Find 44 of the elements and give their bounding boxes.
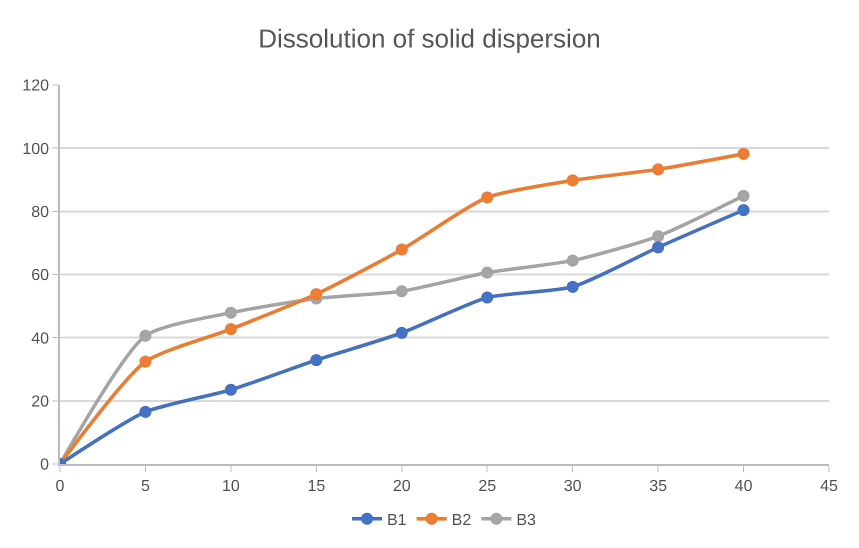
- point: [139, 356, 152, 368]
- point: [566, 254, 579, 267]
- point: [139, 330, 152, 342]
- y-tick-label: 0: [40, 456, 50, 474]
- x-tick-label: 35: [649, 478, 668, 495]
- point: [139, 406, 152, 418]
- point: [652, 163, 664, 176]
- x-tick-label: 40: [734, 478, 753, 495]
- point: [738, 204, 750, 216]
- y-tick-label: 120: [22, 78, 50, 95]
- x-tick-label: 15: [307, 478, 326, 495]
- point: [224, 323, 237, 336]
- x-tick-label: 30: [564, 478, 582, 495]
- point: [396, 244, 408, 256]
- x-tick-label: 10: [222, 478, 240, 495]
- point: [481, 191, 494, 204]
- legend-label: B1: [387, 512, 407, 530]
- x-tick-label: 5: [140, 478, 150, 495]
- legend-label: B2: [452, 512, 472, 530]
- point: [738, 190, 750, 202]
- x-tick-label: 25: [478, 478, 496, 495]
- x-tick-label: 20: [392, 478, 411, 495]
- point: [396, 285, 408, 298]
- point: [310, 354, 322, 366]
- legend-label: B3: [516, 512, 536, 530]
- point: [566, 280, 579, 293]
- point: [652, 230, 664, 242]
- point: [224, 384, 237, 396]
- point: [310, 288, 322, 300]
- point: [396, 326, 408, 339]
- y-tick-label: 100: [22, 140, 50, 158]
- y-tick-label: 20: [31, 393, 50, 410]
- point: [224, 306, 237, 319]
- y-tick-label: 80: [31, 204, 50, 221]
- point: [481, 266, 494, 279]
- y-tick-label: 40: [31, 330, 50, 348]
- point: [481, 292, 494, 304]
- point: [652, 241, 664, 254]
- point: [738, 148, 750, 160]
- chart-title: Dissolution of solid dispersion: [258, 23, 601, 54]
- point: [566, 174, 579, 186]
- y-tick-label: 60: [31, 267, 50, 284]
- x-tick-label: 45: [820, 478, 838, 495]
- x-tick-label: 0: [56, 478, 65, 495]
